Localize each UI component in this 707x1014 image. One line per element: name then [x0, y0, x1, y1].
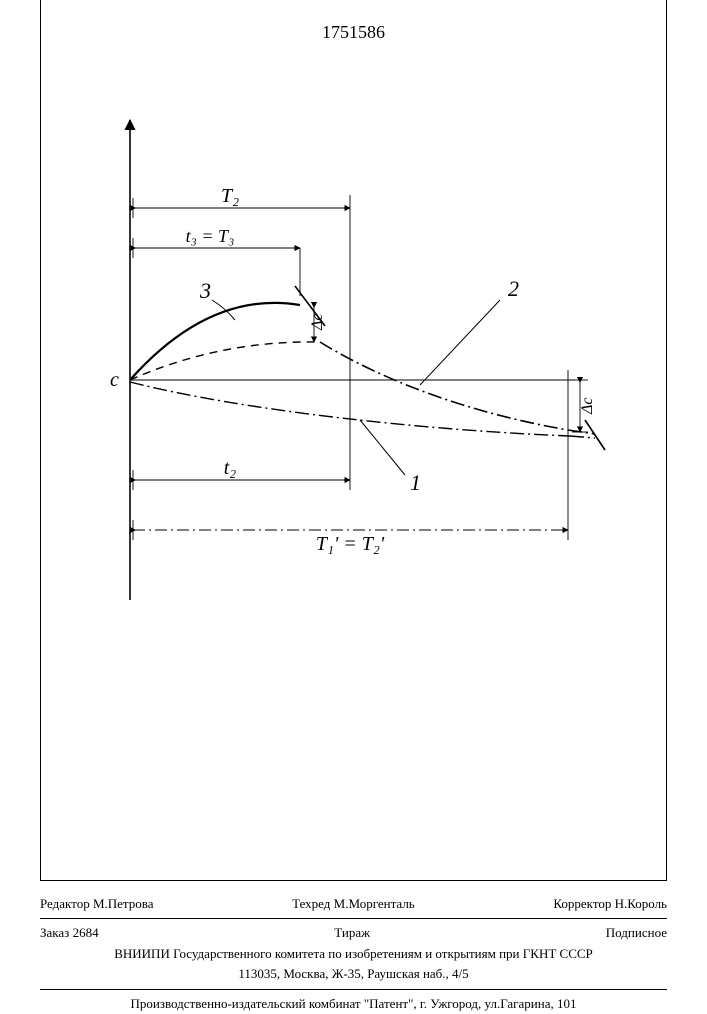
imprint-block: Редактор М.Петрова Техред М.Моргенталь К… [40, 890, 667, 1014]
editor-label: Редактор [40, 896, 90, 911]
label-dc-right: Δс [579, 398, 596, 416]
label-T1T2: Т₁' = Т₂' [316, 533, 385, 555]
curve-1-tail [570, 436, 595, 438]
curve-3-dashed [130, 342, 320, 380]
curve-3 [130, 303, 300, 380]
order-label: Заказ [40, 925, 69, 940]
subscription-label: Подписное [606, 923, 667, 943]
label-curve-2: 2 [508, 276, 519, 301]
leader-1 [360, 420, 405, 475]
label-dc-top: Δс [309, 314, 326, 332]
corrector-cell: Корректор Н.Король [553, 894, 667, 914]
techred-label: Техред [292, 896, 330, 911]
editor-name: М.Петрова [93, 896, 154, 911]
imprint-org: ВНИИПИ Государственного комитета по изоб… [40, 942, 667, 990]
corrector-label: Корректор [553, 896, 611, 911]
label-c: с [110, 369, 119, 391]
imprint-order-row: Заказ 2684 Тираж Подписное [40, 919, 667, 943]
order-cell: Заказ 2684 [40, 923, 99, 943]
tirazh-label: Тираж [334, 923, 370, 943]
imprint-publisher: Производственно-издательский комбинат "П… [40, 990, 667, 1014]
org-line1: ВНИИПИ Государственного комитета по изоб… [40, 944, 667, 964]
label-T2: Т₂ [221, 185, 239, 207]
cut-line-right [585, 420, 605, 450]
patent-number: 1751586 [0, 22, 707, 43]
techred-cell: Техред М.Моргенталь [292, 894, 415, 914]
order-number: 2684 [73, 925, 99, 940]
imprint-credits-row: Редактор М.Петрова Техред М.Моргенталь К… [40, 890, 667, 919]
leader-2 [420, 300, 500, 385]
org-line2: 113035, Москва, Ж-35, Раушская наб., 4/5 [40, 964, 667, 984]
label-curve-3: 3 [199, 278, 211, 303]
curve-2 [320, 342, 568, 430]
corrector-name: Н.Король [615, 896, 667, 911]
label-t2: t₂ [224, 457, 237, 479]
label-t3T3: t₃ = Т₃ [186, 226, 235, 246]
label-curve-1: 1 [410, 470, 421, 495]
techred-name: М.Моргенталь [334, 896, 415, 911]
diagram-figure: с Т₂ t₃ = Т₃ t₂ Т₁' = Т₂' [60, 80, 620, 640]
editor-cell: Редактор М.Петрова [40, 894, 154, 914]
